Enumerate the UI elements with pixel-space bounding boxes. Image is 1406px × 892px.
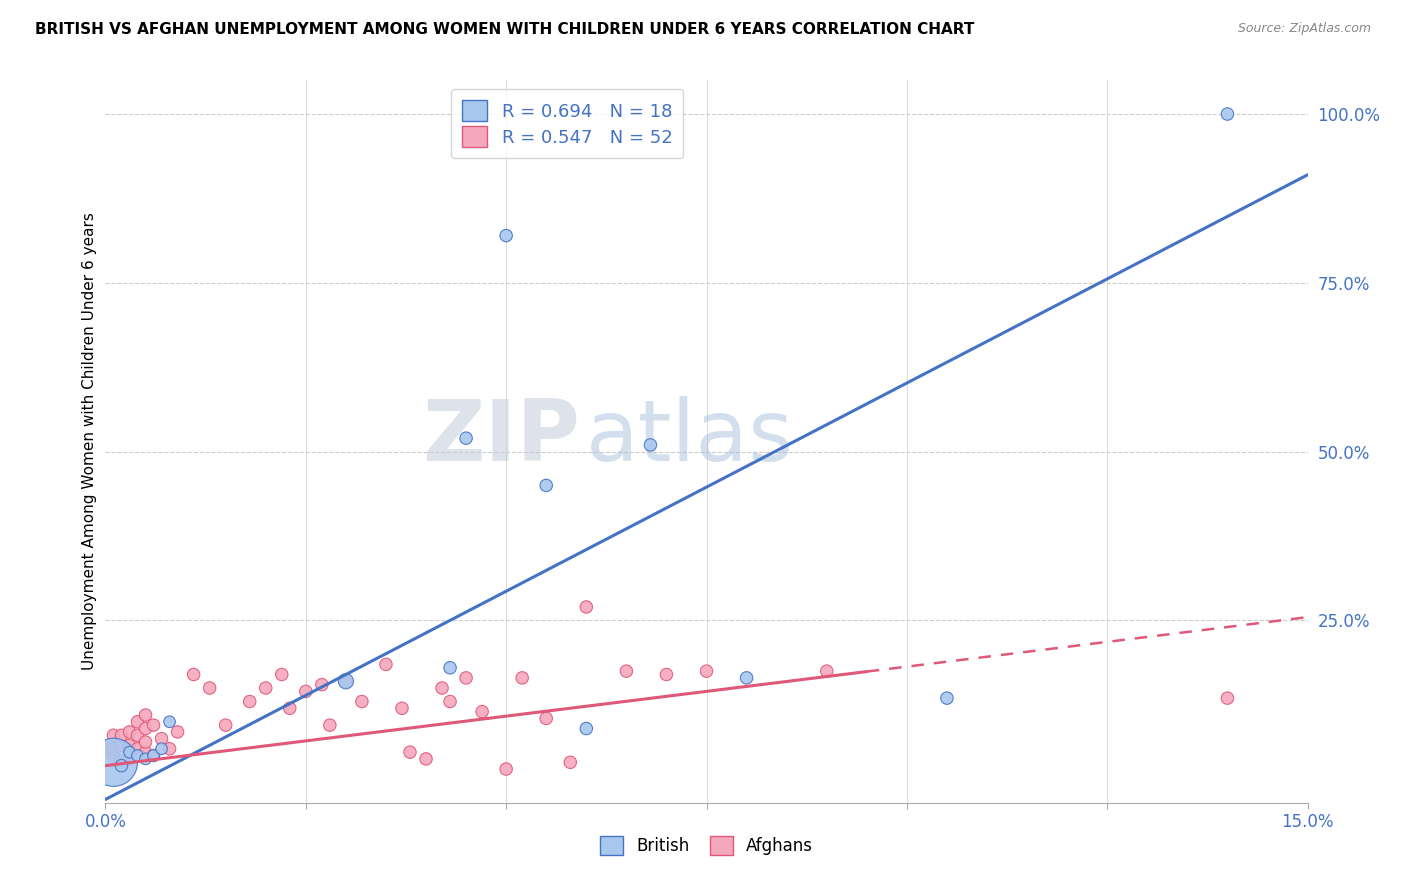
Point (110, 756, 132, 770)
Point (118, 745, 141, 759)
Point (159, 714, 181, 729)
Point (335, 674, 357, 689)
Point (150, 741, 173, 756)
Point (135, 752, 157, 766)
Point (142, 748, 165, 763)
Point (454, 431, 477, 445)
Point (135, 745, 157, 759)
Point (430, 681, 453, 695)
Text: BRITISH VS AFGHAN UNEMPLOYMENT AMONG WOMEN WITH CHILDREN UNDER 6 YEARS CORRELATI: BRITISH VS AFGHAN UNEMPLOYMENT AMONG WOM… (35, 22, 974, 37)
Point (534, 711, 557, 725)
Point (495, 762, 517, 776)
Legend: British, Afghans: British, Afghans (592, 827, 821, 863)
Point (214, 718, 236, 732)
Point (166, 725, 188, 739)
Point (135, 722, 157, 736)
Point (127, 728, 149, 742)
Point (270, 667, 292, 681)
Point (815, 664, 838, 678)
Point (471, 705, 494, 719)
Point (142, 718, 165, 732)
Point (655, 667, 678, 681)
Point (295, 684, 318, 698)
Point (254, 681, 277, 695)
Point (575, 722, 598, 736)
Point (103, 741, 125, 756)
Point (696, 664, 718, 678)
Point (495, 228, 517, 243)
Text: atlas: atlas (586, 396, 794, 479)
Point (110, 728, 132, 742)
Point (110, 758, 132, 772)
Point (103, 728, 125, 742)
Point (278, 701, 301, 715)
Point (640, 438, 662, 452)
Point (1216, 107, 1239, 121)
Point (439, 694, 461, 708)
Point (534, 478, 557, 492)
Point (142, 748, 165, 763)
Point (135, 735, 157, 749)
Point (103, 748, 125, 763)
Point (103, 756, 125, 770)
Point (319, 718, 342, 732)
Point (735, 671, 758, 685)
Point (391, 701, 413, 715)
Point (239, 694, 262, 708)
Point (374, 657, 398, 672)
Point (127, 714, 149, 729)
Point (94, 741, 117, 756)
Y-axis label: Unemployment Among Women with Children Under 6 years: Unemployment Among Women with Children U… (82, 212, 97, 671)
Point (127, 748, 149, 763)
Point (183, 667, 205, 681)
Point (399, 745, 422, 759)
Point (510, 671, 533, 685)
Point (159, 741, 181, 756)
Text: ZIP: ZIP (423, 396, 581, 479)
Text: Source: ZipAtlas.com: Source: ZipAtlas.com (1237, 22, 1371, 36)
Point (575, 599, 598, 614)
Point (560, 756, 582, 770)
Point (454, 671, 477, 685)
Point (616, 664, 638, 678)
Point (135, 708, 157, 723)
Point (118, 725, 141, 739)
Point (311, 678, 333, 692)
Point (127, 741, 149, 756)
Point (150, 731, 173, 746)
Point (439, 661, 461, 675)
Point (110, 739, 132, 753)
Point (1216, 691, 1239, 706)
Point (350, 694, 373, 708)
Point (415, 752, 437, 766)
Point (118, 752, 141, 766)
Point (936, 691, 959, 706)
Point (118, 739, 141, 753)
Point (198, 681, 221, 695)
Point (335, 674, 357, 689)
